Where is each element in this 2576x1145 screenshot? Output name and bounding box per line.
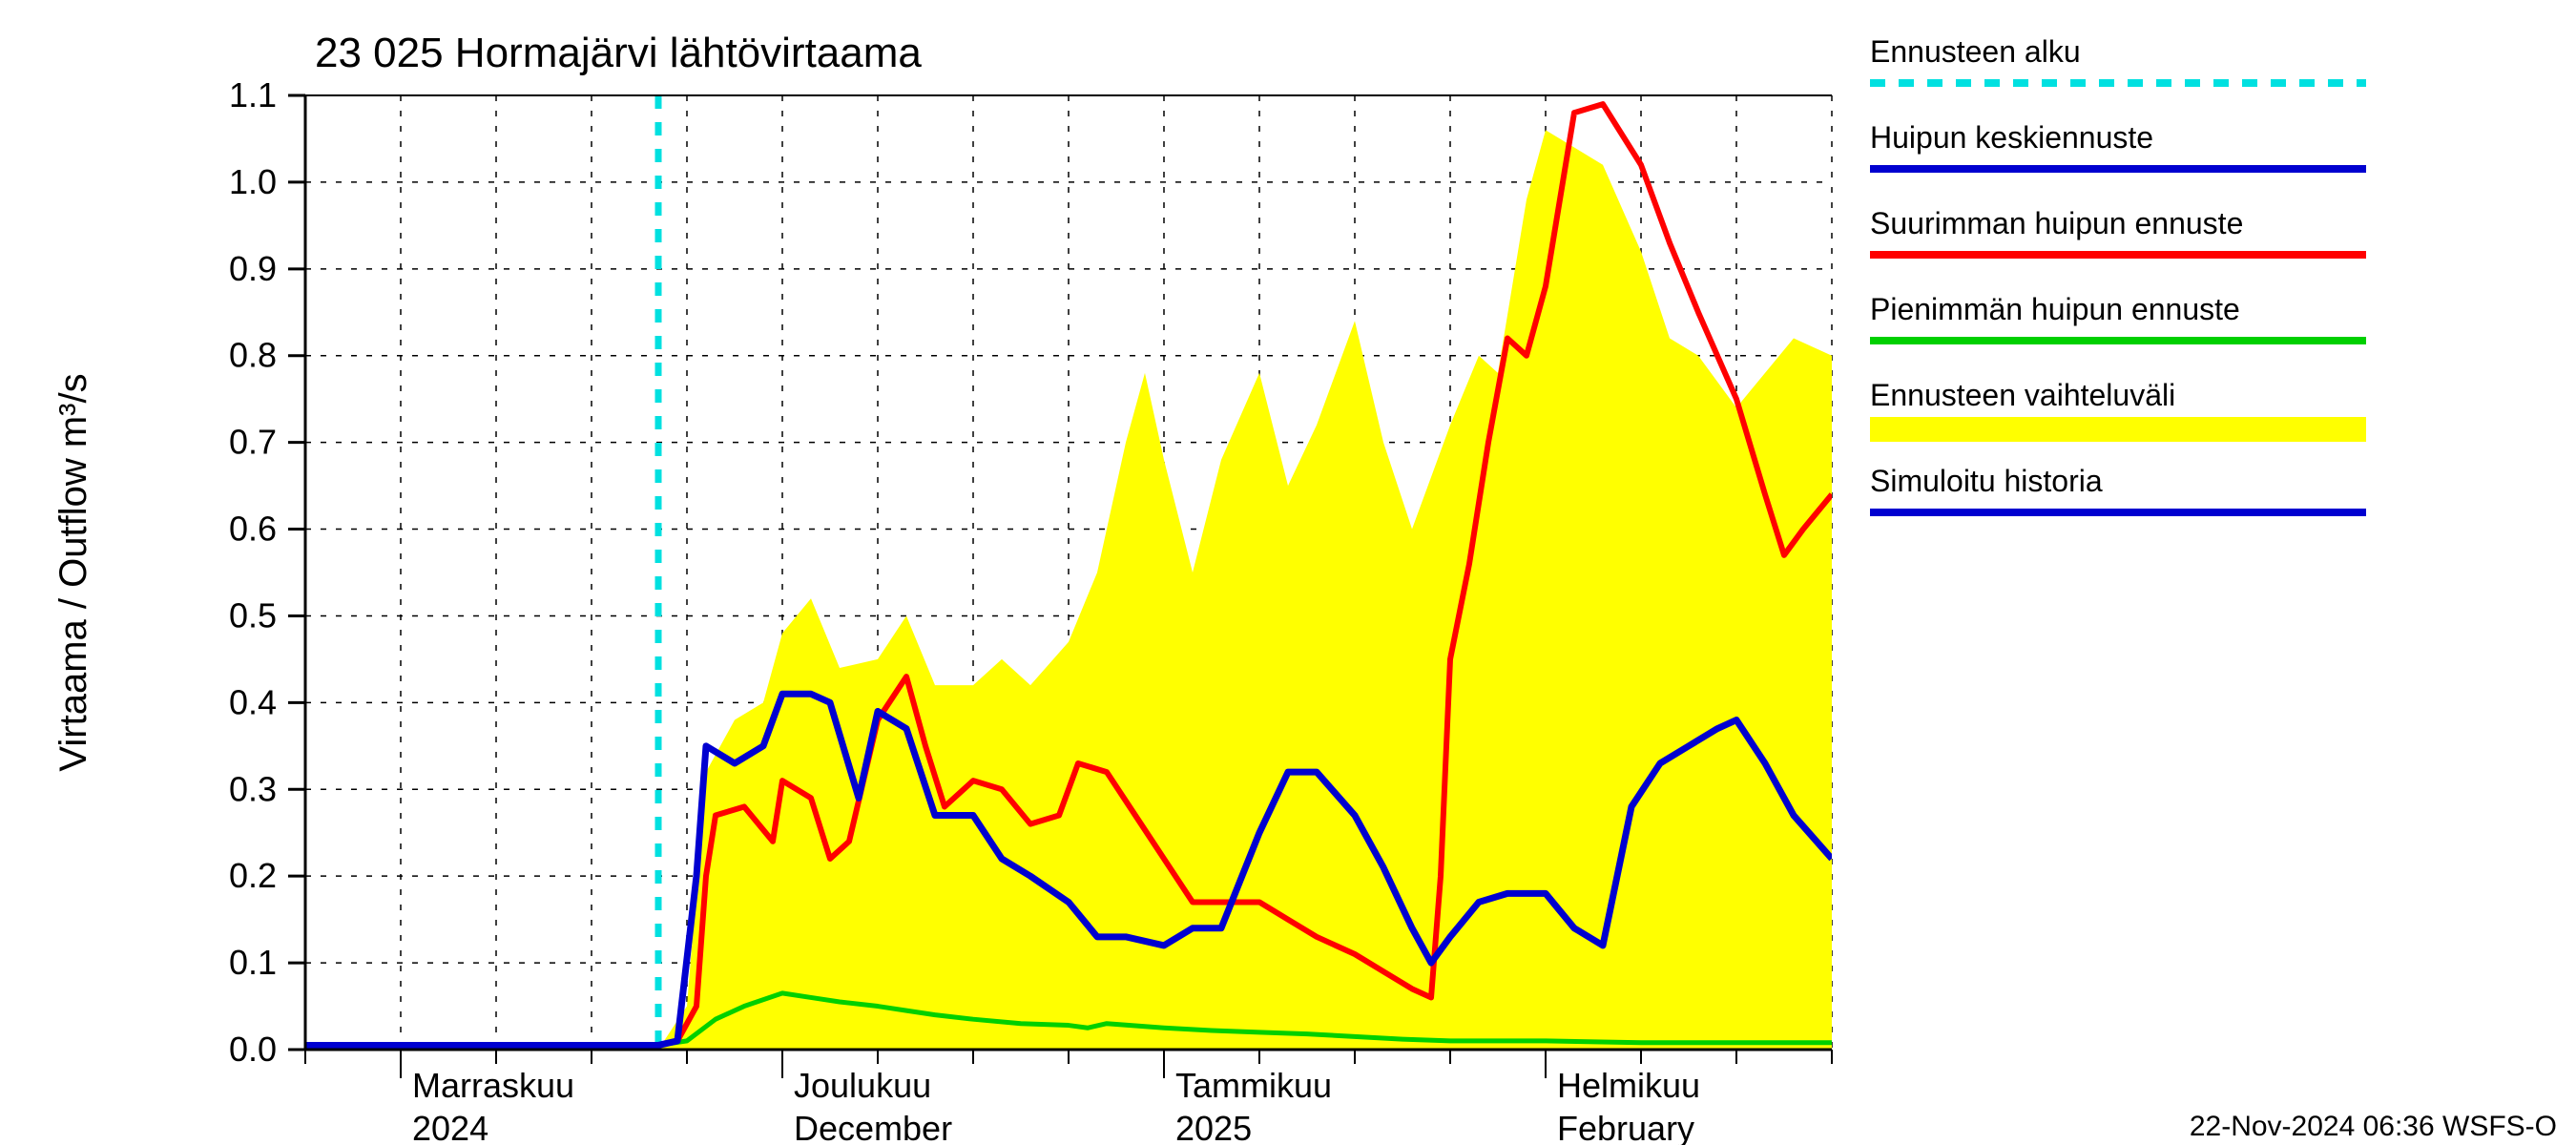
y-tick-label: 0.1 [229,943,277,982]
x-month-label-top: Helmikuu [1557,1066,1700,1105]
x-month-label-bottom: December [794,1109,952,1145]
y-tick-label: 0.2 [229,856,277,895]
y-tick-label: 0.9 [229,249,277,288]
legend-label: Huipun keskiennuste [1870,120,2153,155]
y-tick-label: 0.7 [229,423,277,462]
chart-container: 0.0 0.1 0.2 0.3 0.4 0.5 0.6 0.7 0.8 0.9 1.0 1.1 Marr… [0,0,2576,1145]
x-month-label-top: Joulukuu [794,1066,931,1105]
y-tick-label: 0.4 [229,682,277,721]
x-month-label-bottom: 2025 [1175,1109,1252,1145]
legend-label: Ennusteen vaihteluväli [1870,378,2175,412]
chart-svg: 0.0 0.1 0.2 0.3 0.4 0.5 0.6 0.7 0.8 0.9 1.0 1.1 Marr… [0,0,2576,1145]
chart-title: 23 025 Hormajärvi lähtövirtaama [315,30,922,76]
y-tick-label: 1.0 [229,162,277,201]
y-tick-label: 0.6 [229,510,277,549]
y-tick-label: 0.0 [229,1030,277,1069]
y-tick-label: 0.3 [229,769,277,808]
x-month-label-top: Tammikuu [1175,1066,1332,1105]
y-tick-label: 0.5 [229,595,277,635]
footer-timestamp: 22-Nov-2024 06:36 WSFS-O [2190,1111,2557,1142]
legend-swatch [1870,417,2366,442]
legend-label: Ennusteen alku [1870,34,2081,69]
x-month-label-top: Marraskuu [412,1066,574,1105]
x-month-label-bottom: February [1557,1109,1694,1145]
legend-label: Pienimmän huipun ennuste [1870,292,2240,326]
x-month-label-bottom: 2024 [412,1109,488,1145]
y-tick-label: 0.8 [229,336,277,375]
legend-label: Suurimman huipun ennuste [1870,206,2243,240]
y-axis-label: Virtaama / Outflow m³/s [52,373,94,771]
legend-label: Simuloitu historia [1870,464,2103,498]
y-tick-label: 1.1 [229,75,277,114]
